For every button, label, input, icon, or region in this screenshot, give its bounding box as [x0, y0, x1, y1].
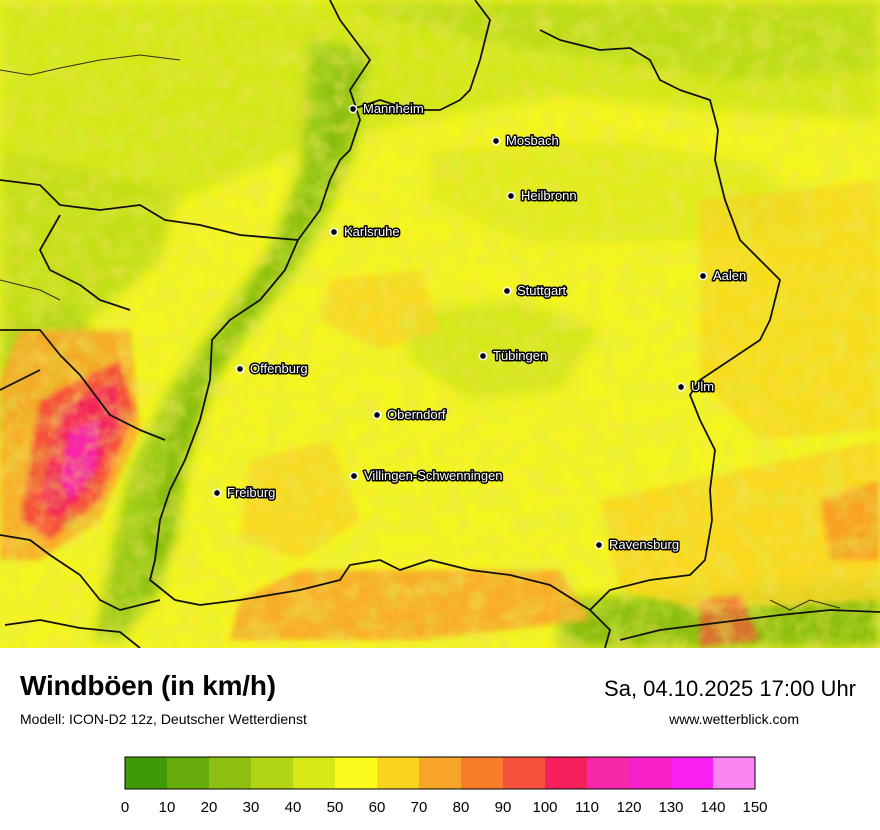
city-dot-icon: [594, 540, 604, 550]
legend-swatch: [545, 757, 587, 789]
legend-tick-label: 70: [411, 799, 428, 816]
city-karlsruhe: Karlsruhe: [329, 223, 401, 241]
legend-tick-label: 80: [453, 799, 470, 816]
footer-panel: Windböen (in km/h) Modell: ICON-D2 12z, …: [0, 648, 880, 830]
city-aalen: Aalen: [698, 267, 748, 285]
legend-swatch: [629, 757, 671, 789]
city-ravensburg: Ravensburg: [594, 536, 681, 554]
city-label: Aalen: [713, 268, 746, 283]
city-dot-icon: [329, 227, 339, 237]
legend-swatch: [713, 757, 755, 789]
city-stuttgart: Stuttgart: [502, 282, 568, 300]
legend-swatch: [209, 757, 251, 789]
color-legend: 0 10 20 30 40 50 60 70 80 90 100 110 120 130 140 150: [121, 756, 768, 816]
city-dot-icon: [212, 488, 222, 498]
city-dot-icon: [502, 286, 512, 296]
city-label: Mannheim: [363, 101, 424, 116]
city-dot-icon: [349, 471, 359, 481]
wind-gust-map: Mannheim Mosbach Heilbronn Karlsruhe Stuttga…: [0, 0, 880, 648]
legend-swatch: [125, 757, 167, 789]
city-label: Offenburg: [250, 361, 308, 376]
city-label: Karlsruhe: [344, 224, 400, 239]
city-dot-icon: [506, 191, 516, 201]
city-label: Heilbronn: [521, 188, 577, 203]
city-freiburg: Freiburg: [212, 484, 277, 502]
city-dot-icon: [235, 364, 245, 374]
city-dot-icon: [478, 351, 488, 361]
legend-tick-label: 40: [285, 799, 302, 816]
legend-swatch: [167, 757, 209, 789]
legend-tick-label: 90: [495, 799, 512, 816]
legend-frame: [124, 756, 756, 790]
legend-swatch: [335, 757, 377, 789]
city-dot-icon: [372, 410, 382, 420]
city-dot-icon: [348, 104, 358, 114]
legend-tick-label: 30: [243, 799, 260, 816]
city-mosbach: Mosbach: [491, 132, 560, 150]
city-label: Villingen-Schwenningen: [364, 468, 503, 483]
map-title: Windböen (in km/h): [20, 670, 276, 701]
city-dot-icon: [698, 271, 708, 281]
city-offenburg: Offenburg: [235, 360, 309, 378]
city-ulm: Ulm: [676, 378, 716, 396]
city-dot-icon: [676, 382, 686, 392]
legend-tick-label: 150: [742, 799, 767, 816]
city-markers: Mannheim Mosbach Heilbronn Karlsruhe Stuttga…: [212, 100, 748, 554]
legend-tick-label: 10: [159, 799, 176, 816]
legend-swatch: [587, 757, 629, 789]
legend-tick-label: 100: [532, 799, 557, 816]
city-label: Ulm: [691, 379, 714, 394]
legend-tick-label: 20: [201, 799, 218, 816]
legend-swatch: [419, 757, 461, 789]
legend-tick-label: 50: [327, 799, 344, 816]
legend-swatch: [251, 757, 293, 789]
forecast-datetime: Sa, 04.10.2025 17:00 Uhr: [604, 676, 856, 701]
city-label: Mosbach: [506, 133, 559, 148]
legend-tick-label: 130: [658, 799, 683, 816]
city-t-bingen: Tübingen: [478, 347, 549, 365]
city-dot-icon: [491, 136, 501, 146]
state-borders: [0, 0, 880, 648]
legend-swatch: [461, 757, 503, 789]
legend-swatch: [671, 757, 713, 789]
city-label: Oberndorf: [387, 407, 446, 422]
district-lines: [0, 54, 841, 611]
legend-tick-label: 110: [575, 799, 599, 816]
legend-swatch: [293, 757, 335, 789]
website-link: www.wetterblick.com: [669, 711, 799, 727]
city-label: Freiburg: [227, 485, 275, 500]
legend-tick-label: 120: [616, 799, 641, 816]
city-label: Ravensburg: [609, 537, 679, 552]
city-mannheim: Mannheim: [348, 100, 425, 118]
city-oberndorf: Oberndorf: [372, 406, 447, 424]
city-label: Stuttgart: [517, 283, 567, 298]
legend-swatch: [377, 757, 419, 789]
legend-tick-label: 0: [121, 799, 129, 816]
model-source: Modell: ICON-D2 12z, Deutscher Wetterdie…: [20, 711, 307, 727]
legend-tick-label: 60: [369, 799, 386, 816]
city-villingen-schwenningen: Villingen-Schwenningen: [349, 467, 504, 485]
legend-tick-label: 140: [700, 799, 725, 816]
city-heilbronn: Heilbronn: [506, 187, 578, 205]
legend-swatch: [503, 757, 545, 789]
city-label: Tübingen: [493, 348, 547, 363]
